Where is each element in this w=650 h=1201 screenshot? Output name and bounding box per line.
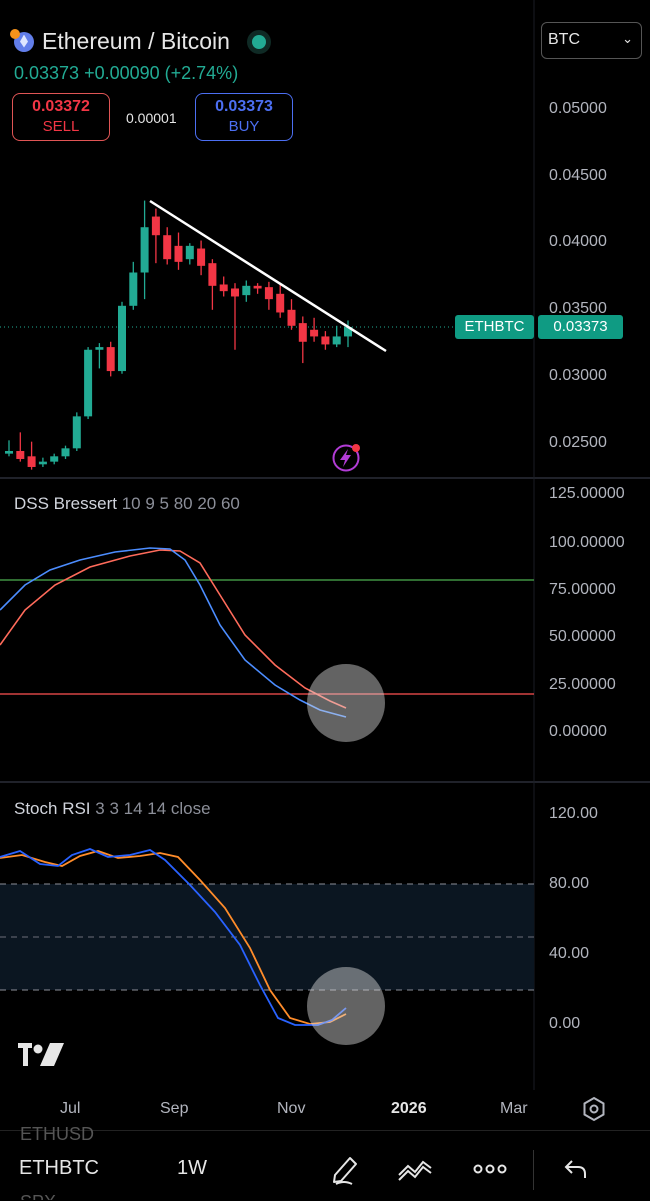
candle-body (208, 263, 217, 286)
chart-title[interactable]: Ethereum / Bitcoin (10, 28, 266, 55)
candle-body (95, 347, 104, 350)
candle-body (310, 329, 319, 337)
stoch-tick: 0.00 (549, 1015, 581, 1032)
candle-body (84, 349, 93, 417)
candle-body (185, 245, 194, 260)
candle-body (276, 293, 285, 313)
currency-select-value: BTC (548, 31, 580, 48)
ghost-symbol-below[interactable]: SPX (20, 1192, 56, 1200)
price-tick: 0.04500 (549, 167, 607, 184)
price-tick: 0.04000 (549, 233, 607, 250)
stoch-params: 3 3 14 14 close (95, 799, 211, 818)
bottom-toolbar (0, 1130, 650, 1201)
dss-name: DSS Bressert (14, 494, 117, 513)
stoch-k-line (0, 848, 347, 1026)
candle-body (321, 336, 330, 345)
sell-label: SELL (42, 118, 80, 135)
symbol-picker[interactable]: ETHBTC (19, 1157, 99, 1179)
candle-body (231, 288, 239, 297)
dss-tick: 25.00000 (549, 676, 616, 693)
candle-body (344, 327, 352, 337)
candle-body (264, 287, 273, 300)
trendline[interactable] (149, 199, 387, 353)
candle-body (332, 336, 341, 345)
candle-body (163, 235, 172, 260)
symbol-title: Ethereum / Bitcoin (42, 28, 230, 54)
candles-group (5, 200, 352, 470)
dss-highlight-circle (307, 664, 385, 742)
candle-body (298, 323, 307, 342)
live-status-icon (251, 34, 266, 49)
candle-body (140, 227, 149, 273)
candle-body (219, 284, 228, 292)
buy-button[interactable]: 0.03373 BUY (195, 93, 293, 141)
candle-body (253, 285, 262, 289)
spread-value: 0.00001 (126, 110, 177, 126)
price-tick: 0.03000 (549, 367, 607, 384)
dss-tick: 100.00000 (549, 534, 625, 551)
buy-label: BUY (228, 118, 260, 135)
candle-body (38, 461, 47, 465)
sell-button[interactable]: 0.03372 SELL (12, 93, 110, 141)
candle-body (27, 456, 36, 467)
stoch-name: Stoch RSI (14, 799, 91, 818)
flash-icon[interactable] (331, 442, 361, 472)
undo-icon[interactable] (564, 1158, 588, 1180)
last-price-tag: 0.03373 (538, 315, 623, 339)
candle-body (72, 416, 81, 449)
tradingview-logo-icon[interactable] (18, 1043, 64, 1066)
chevron-down-icon: ⌄ (622, 31, 633, 46)
more-icon[interactable] (473, 1162, 507, 1176)
price-change: 0.03373 +0.00090 (+2.74%) (14, 63, 239, 83)
ghost-symbol-above[interactable]: ETHUSD (20, 1124, 95, 1144)
time-axis-label: Mar (500, 1100, 528, 1117)
candle-body (242, 285, 251, 296)
candle-body (50, 456, 59, 462)
dss-indicator-title[interactable]: DSS Bressert 10 9 5 80 20 60 (14, 494, 240, 514)
dss-params: 10 9 5 80 20 60 (121, 494, 240, 513)
candle-body (5, 450, 13, 454)
settings-icon[interactable] (583, 1096, 605, 1122)
candle-body (16, 450, 25, 459)
stoch-tick: 40.00 (549, 945, 590, 962)
candle-body (174, 245, 183, 262)
symbol-price-tag: ETHBTC (455, 315, 534, 339)
time-axis-label: Nov (277, 1100, 306, 1117)
candle-body (129, 272, 138, 306)
currency-select[interactable]: BTC ⌄ (541, 22, 642, 59)
candle-body (151, 216, 160, 236)
dss-tick: 125.00000 (549, 485, 625, 502)
stoch-indicator-title[interactable]: Stoch RSI 3 3 14 14 close (14, 799, 211, 819)
buy-price: 0.03373 (215, 98, 273, 115)
stoch-tick: 80.00 (549, 875, 590, 892)
dss-tick: 75.00000 (549, 581, 616, 598)
time-axis-label: Sep (160, 1100, 189, 1117)
candle-body (106, 347, 115, 372)
dss-slow-line (0, 549, 347, 709)
price-tick: 0.03500 (549, 300, 607, 317)
interval-picker[interactable]: 1W (177, 1157, 207, 1179)
time-axis-label: Jul (60, 1100, 81, 1117)
time-axis-label: 2026 (391, 1100, 427, 1117)
stoch-highlight-circle (307, 967, 385, 1045)
pencil-icon[interactable] (330, 1152, 362, 1186)
dss-tick: 50.00000 (549, 628, 616, 645)
indicators-icon[interactable] (397, 1157, 435, 1183)
dss-tick: 0.00000 (549, 723, 607, 740)
stoch-tick: 120.00 (549, 805, 598, 822)
sell-price: 0.03372 (32, 98, 90, 115)
candle-body (287, 309, 296, 326)
price-tick: 0.02500 (549, 434, 607, 451)
price-tick: 0.05000 (549, 100, 607, 117)
dss-fast-line (0, 547, 347, 718)
ethereum-icon (10, 28, 34, 52)
toolbar-divider (533, 1150, 534, 1190)
candle-body (61, 448, 70, 457)
candle-body (197, 248, 206, 266)
candle-body (118, 305, 126, 372)
